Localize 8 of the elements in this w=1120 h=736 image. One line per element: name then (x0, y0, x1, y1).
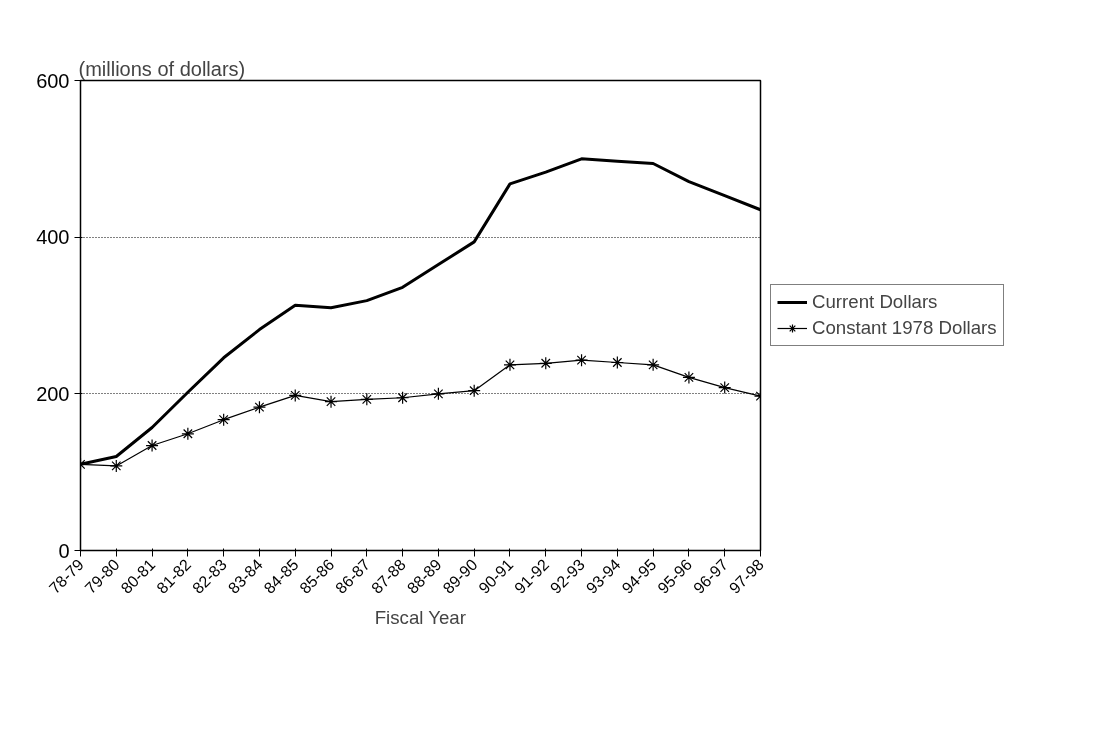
y-tick-label: 0 (58, 539, 70, 562)
y-axis-title: (millions of dollars) (78, 57, 246, 80)
legend-label: Current Dollars (812, 291, 938, 313)
y-tick-label: 600 (36, 69, 70, 92)
legend-label: Constant 1978 Dollars (812, 317, 997, 339)
y-tick-label: 400 (36, 226, 70, 249)
x-axis-title: Fiscal Year (374, 606, 466, 628)
y-tick-label: 200 (36, 382, 70, 405)
